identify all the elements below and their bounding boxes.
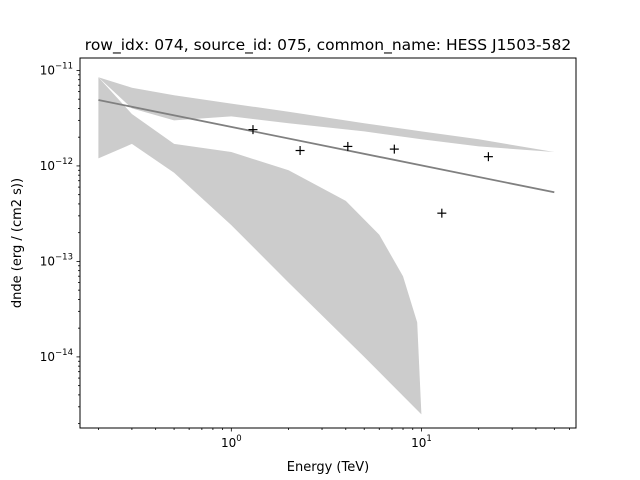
flux-point-1 (248, 125, 258, 135)
plot-frame (79, 57, 577, 429)
y-tick-label: 10−11 (40, 61, 73, 77)
x-axis: 100 101 (98, 428, 570, 450)
plot-area (98, 77, 555, 415)
y-axis-label: dnde (erg / (cm2 s)) (10, 178, 25, 308)
best-fit-line (98, 99, 555, 194)
flux-point-4 (389, 144, 399, 154)
flux-point-3 (343, 141, 353, 151)
flux-point-2 (295, 146, 305, 156)
flux-point-6 (483, 152, 493, 162)
confidence-band-2 (98, 77, 422, 415)
y-axis: 10−11 10−12 10−13 10−14 (40, 61, 80, 425)
x-tick-label: 101 (411, 434, 432, 450)
flux-point-5 (437, 208, 447, 218)
x-tick-label: 100 (221, 434, 242, 450)
chart-title: row_idx: 074, source_id: 075, common_nam… (85, 36, 571, 55)
x-axis-label: Energy (TeV) (287, 460, 369, 475)
y-tick-label: 10−13 (40, 252, 73, 268)
y-tick-label: 10−14 (40, 348, 73, 364)
confidence-band-1 (98, 77, 555, 152)
y-tick-label: 10−12 (40, 157, 73, 173)
